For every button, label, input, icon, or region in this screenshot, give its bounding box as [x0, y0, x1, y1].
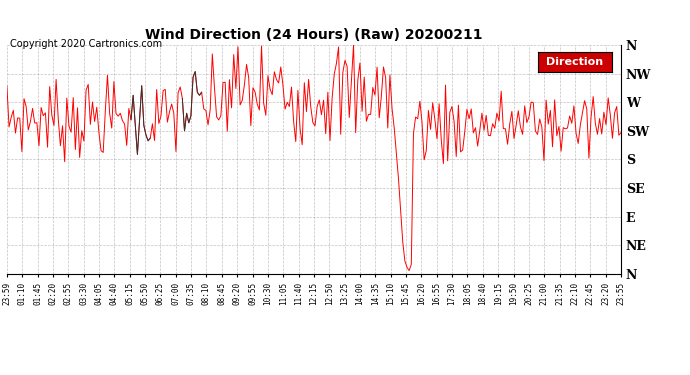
Title: Wind Direction (24 Hours) (Raw) 20200211: Wind Direction (24 Hours) (Raw) 20200211	[145, 28, 483, 42]
Text: Copyright 2020 Cartronics.com: Copyright 2020 Cartronics.com	[10, 39, 162, 50]
